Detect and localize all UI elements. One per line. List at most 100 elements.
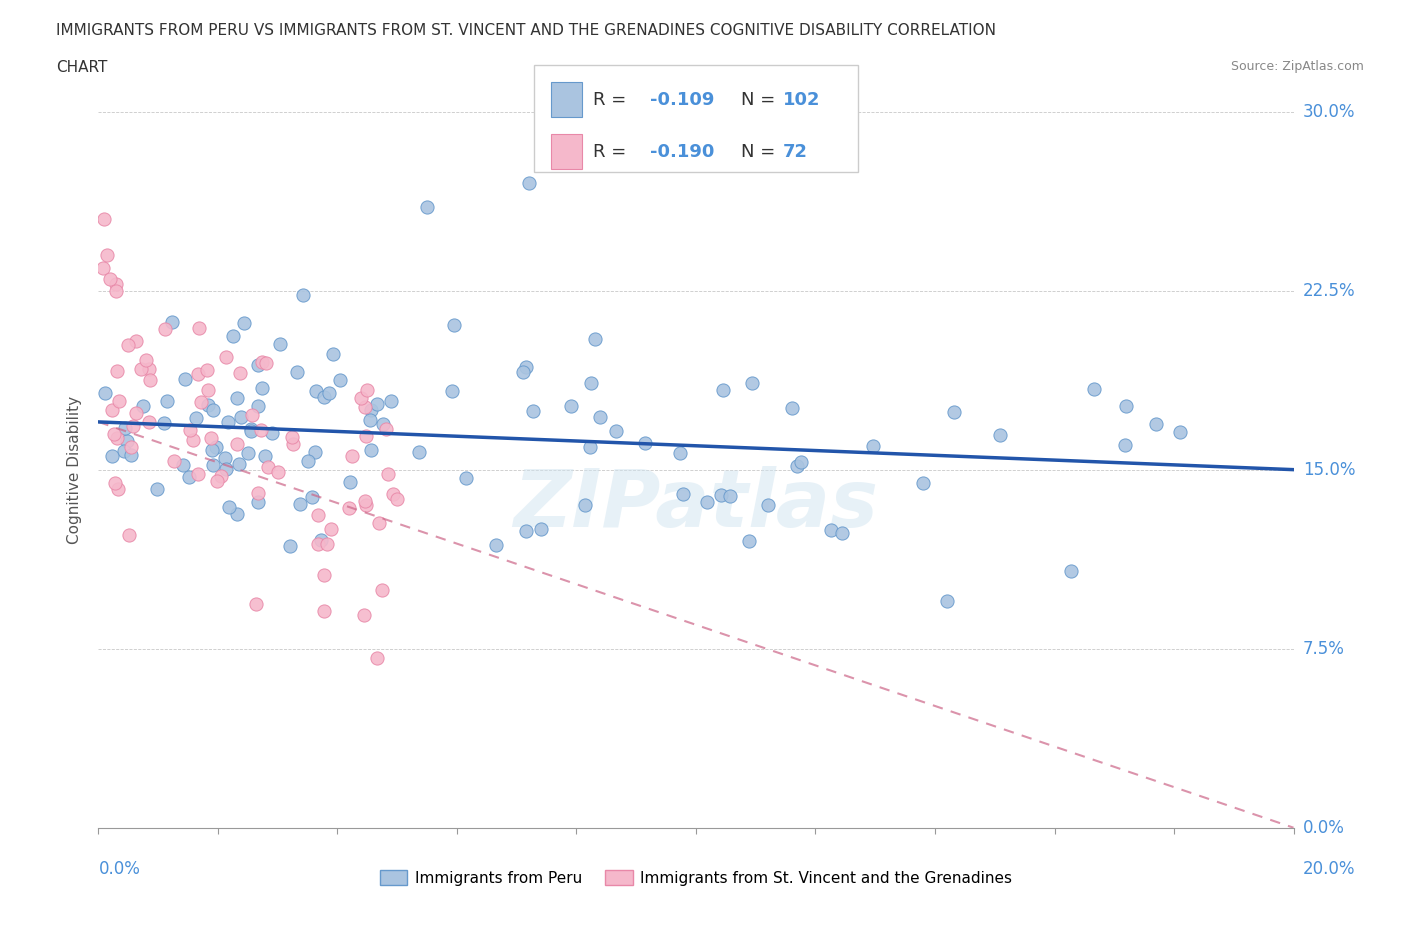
Point	[337, 500, 360, 515]
Text: IMMIGRANTS FROM PERU VS IMMIGRANTS FROM ST. VINCENT AND THE GRENADINES COGNITIVE: IMMIGRANTS FROM PERU VS IMMIGRANTS FROM …	[56, 23, 997, 38]
Point	[911, 476, 934, 491]
Point	[179, 422, 201, 437]
Point	[260, 426, 283, 441]
Point	[321, 522, 343, 537]
Point	[354, 399, 377, 414]
Text: 22.5%: 22.5%	[1303, 282, 1355, 299]
Point	[112, 444, 135, 458]
Text: 7.5%: 7.5%	[1303, 640, 1346, 658]
Point	[174, 371, 197, 386]
Point	[214, 451, 236, 466]
Point	[245, 596, 267, 611]
Point	[156, 393, 179, 408]
Point	[231, 409, 253, 424]
Point	[374, 421, 396, 436]
Point	[246, 358, 269, 373]
Legend: Immigrants from Peru, Immigrants from St. Vincent and the Grenadines: Immigrants from Peru, Immigrants from St…	[374, 864, 1018, 892]
Point	[163, 453, 186, 468]
Point	[269, 337, 291, 352]
Point	[108, 393, 131, 408]
Point	[316, 537, 339, 551]
Point	[187, 366, 209, 381]
Point	[201, 402, 224, 417]
Point	[318, 386, 340, 401]
Point	[118, 527, 141, 542]
Point	[153, 416, 176, 431]
Text: 20.0%: 20.0%	[1303, 860, 1355, 878]
Point	[222, 328, 245, 343]
Text: R =: R =	[593, 142, 627, 161]
Point	[634, 435, 657, 450]
Point	[359, 413, 381, 428]
Point	[484, 538, 506, 552]
Point	[205, 440, 228, 455]
Point	[820, 523, 842, 538]
Point	[177, 470, 200, 485]
Point	[226, 391, 249, 405]
Point	[579, 376, 602, 391]
Point	[121, 418, 143, 433]
Point	[250, 380, 273, 395]
Point	[225, 436, 247, 451]
Point	[172, 458, 194, 473]
Point	[190, 394, 212, 409]
Point	[377, 467, 399, 482]
Point	[672, 487, 695, 502]
Point	[160, 315, 183, 330]
Point	[305, 383, 328, 398]
Point	[350, 391, 373, 405]
Point	[304, 445, 326, 459]
Point	[340, 448, 363, 463]
Text: N =: N =	[741, 90, 775, 109]
Point	[314, 567, 336, 582]
Point	[239, 424, 262, 439]
Point	[138, 362, 160, 377]
Point	[278, 538, 301, 553]
Point	[256, 460, 278, 475]
Point	[236, 446, 259, 461]
Point	[254, 355, 277, 370]
Point	[314, 604, 336, 618]
Point	[290, 496, 312, 511]
Text: 102: 102	[783, 90, 821, 109]
Point	[515, 360, 537, 375]
Point	[710, 488, 733, 503]
Point	[354, 429, 377, 444]
Text: 15.0%: 15.0%	[1303, 460, 1355, 479]
Point	[120, 447, 142, 462]
Point	[246, 495, 269, 510]
Point	[247, 485, 270, 500]
Point	[456, 471, 478, 485]
Point	[197, 383, 219, 398]
Point	[756, 498, 779, 512]
Text: ZIPatlas: ZIPatlas	[513, 467, 879, 544]
Point	[103, 427, 125, 442]
Point	[360, 443, 382, 458]
Point	[307, 537, 329, 551]
Point	[385, 491, 408, 506]
Point	[105, 363, 128, 378]
Point	[225, 506, 247, 521]
Text: R =: R =	[593, 90, 627, 109]
Point	[124, 333, 146, 348]
Point	[441, 383, 464, 398]
Point	[229, 365, 252, 380]
Point	[197, 397, 219, 412]
Point	[187, 320, 209, 335]
Point	[98, 272, 122, 286]
Point	[314, 390, 336, 405]
Point	[129, 362, 152, 377]
Point	[297, 454, 319, 469]
Point	[936, 593, 959, 608]
Point	[862, 438, 884, 453]
Point	[153, 322, 176, 337]
Point	[138, 414, 160, 429]
Point	[205, 474, 228, 489]
Point	[233, 316, 256, 331]
Text: 72: 72	[783, 142, 808, 161]
Point	[215, 350, 238, 365]
Point	[831, 526, 853, 541]
Point	[408, 444, 430, 458]
Point	[782, 401, 804, 416]
Point	[339, 475, 361, 490]
